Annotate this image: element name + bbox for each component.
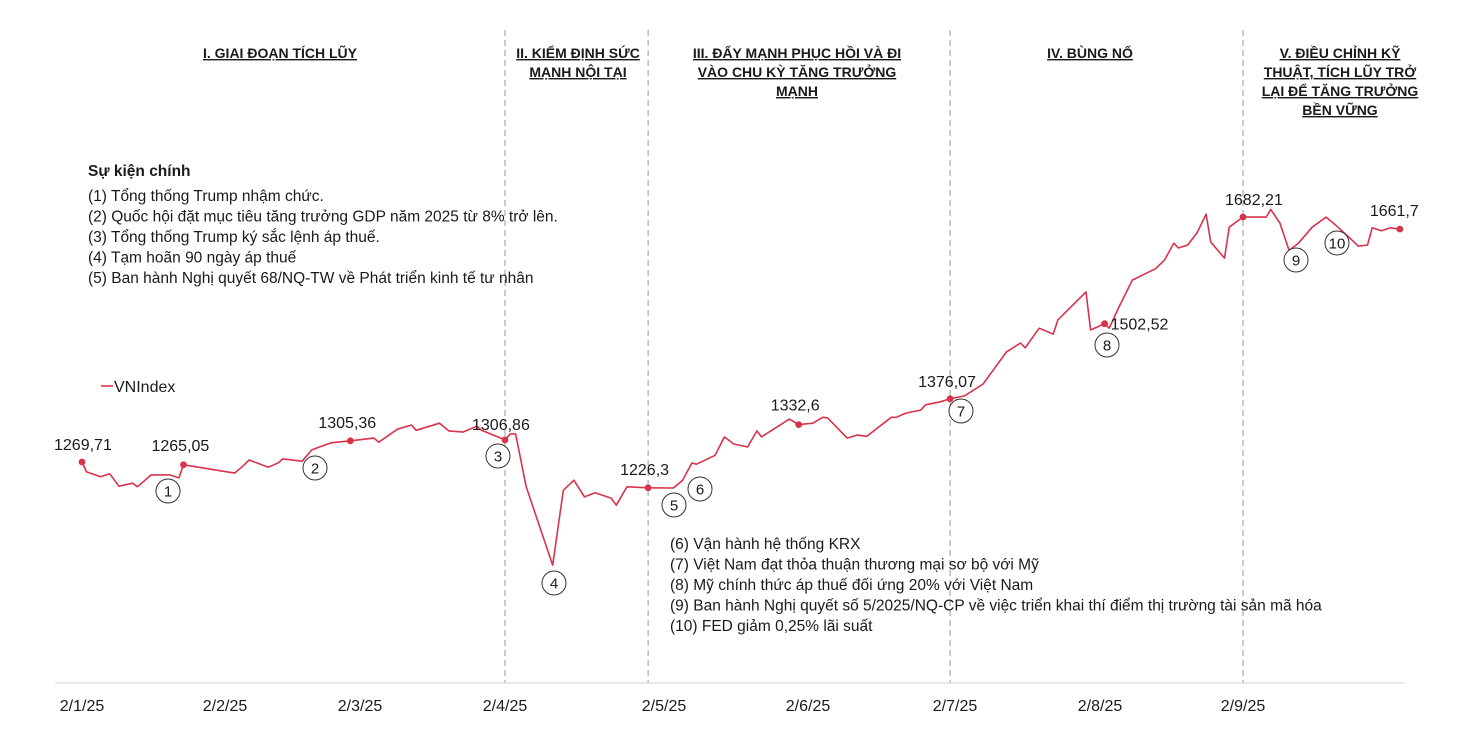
event-item-4: (4) Tạm hoãn 90 ngày áp thuế	[88, 250, 297, 267]
value-label: 1376,07	[918, 374, 976, 391]
value-dot	[1396, 225, 1404, 233]
series-line-vnindex	[81, 208, 1400, 566]
event-marker-number: 7	[957, 404, 965, 421]
value-dot	[180, 461, 187, 469]
event-marker-number: 4	[550, 576, 558, 593]
value-dot	[1101, 320, 1109, 328]
value-label: 1502,52	[1111, 317, 1169, 334]
phase-title-5: THUẬT, TÍCH LŨY TRỞ	[1264, 63, 1417, 80]
phase-title-5: LẠI ĐỂ TĂNG TRƯỞNG	[1262, 82, 1419, 99]
value-dot	[501, 436, 509, 444]
event-marker-circle	[1094, 332, 1120, 358]
value-dot	[78, 458, 86, 466]
event-marker-5: 5	[661, 492, 687, 518]
phase-title-2: II. KIỂM ĐỊNH SỨC	[516, 44, 640, 61]
events-list: Sự kiện chính (1) Tổng thống Trump nhậm c…	[88, 163, 1322, 635]
value-dot	[946, 395, 954, 403]
event-marker-circle	[541, 570, 567, 596]
event-marker-circle	[302, 455, 328, 481]
value-labels: 1269,71 1265,05 1305,36 1306,86 1226,3 1332,6…	[54, 192, 1419, 492]
event-marker-number: 3	[494, 449, 502, 466]
event-marker-number: 8	[1103, 338, 1111, 355]
value-label: 1332,6	[771, 398, 820, 415]
event-marker-number: 9	[1292, 253, 1300, 270]
event-marker-number: 10	[1329, 236, 1346, 253]
event-marker-circle	[687, 476, 713, 502]
phase-title-4: IV. BÙNG NỔ	[1047, 44, 1133, 61]
legend: VNIndex	[101, 379, 175, 396]
event-item-3: (3) Tổng thống Trump ký sắc lệnh áp thuế…	[88, 229, 380, 246]
event-marker-number: 2	[311, 461, 319, 478]
x-tick-label: 2/9/25	[1221, 698, 1266, 715]
value-label: 1661,7	[1370, 203, 1419, 220]
phase-title-3: VÀO CHU KỲ TĂNG TRƯỞNG	[698, 63, 897, 80]
event-marker-circle	[1283, 247, 1309, 273]
x-tick-label: 2/2/25	[203, 698, 248, 715]
event-marker-7: 7	[948, 398, 974, 424]
x-tick-label: 2/5/25	[642, 698, 687, 715]
event-marker-circle	[485, 443, 511, 469]
event-marker-number: 1	[164, 484, 172, 501]
event-marker-2: 2	[302, 455, 328, 481]
value-label: 1306,86	[472, 417, 530, 434]
legend-label: VNIndex	[114, 379, 175, 396]
phase-title-5: BỀN VỮNG	[1302, 101, 1378, 118]
event-item-6: (6) Vận hành hệ thống KRX	[670, 536, 861, 553]
value-label: 1269,71	[54, 437, 112, 454]
value-label: 1305,36	[318, 415, 376, 432]
x-tick-label: 2/6/25	[786, 698, 831, 715]
x-tick-label: 2/4/25	[483, 698, 528, 715]
value-label: 1226,3	[620, 462, 669, 479]
x-tick-label: 2/3/25	[338, 698, 383, 715]
event-marker-number: 5	[670, 498, 678, 515]
events-title: Sự kiện chính	[88, 163, 191, 180]
event-marker-6: 6	[687, 476, 713, 502]
event-item-1: (1) Tổng thống Trump nhậm chức.	[88, 188, 324, 205]
event-item-7: (7) Việt Nam đạt thỏa thuận thương mại s…	[670, 557, 1039, 574]
event-marker-1: 1	[155, 478, 181, 504]
x-tick-label: 2/8/25	[1078, 698, 1123, 715]
event-item-8: (8) Mỹ chính thức áp thuế đối ứng 20% vớ…	[670, 577, 1033, 594]
value-dot	[795, 421, 803, 429]
x-tick-label: 2/7/25	[933, 698, 978, 715]
event-marker-circle	[661, 492, 687, 518]
value-dot	[346, 437, 354, 445]
phase-title-3: III. ĐẨY MẠNH PHỤC HỒI VÀ ĐI	[693, 44, 901, 61]
phase-title-1: I. GIAI ĐOẠN TÍCH LŨY	[203, 44, 358, 61]
event-item-5: (5) Ban hành Nghị quyết 68/NQ-TW về Phát…	[88, 270, 533, 287]
event-marker-4: 4	[541, 570, 567, 596]
x-tick-label: 2/1/25	[60, 698, 105, 715]
phase-title-3: MẠNH	[776, 83, 818, 99]
phase-title-5: V. ĐIỀU CHỈNH KỸ	[1280, 44, 1402, 61]
event-item-2: (2) Quốc hội đặt mục tiêu tăng trưởng GD…	[88, 209, 558, 226]
event-marker-3: 3	[485, 443, 511, 469]
event-marker-number: 6	[696, 482, 704, 499]
value-dot	[644, 484, 652, 492]
event-item-9: (9) Ban hành Nghị quyết số 5/2025/NQ-CP …	[670, 598, 1322, 615]
value-label: 1682,21	[1225, 192, 1283, 209]
phase-titles: I. GIAI ĐOẠN TÍCH LŨY II. KIỂM ĐỊNH SỨC MẠ…	[203, 44, 1418, 118]
event-marker-9: 9	[1283, 247, 1309, 273]
value-label: 1265,05	[151, 438, 209, 455]
value-dot	[1239, 213, 1247, 221]
event-item-10: (10) FED giảm 0,25% lãi suất	[670, 618, 873, 635]
event-marker-10: 10	[1324, 230, 1350, 256]
event-marker-circle	[155, 478, 181, 504]
event-marker-circle	[948, 398, 974, 424]
phase-dividers	[504, 30, 1244, 683]
event-marker-8: 8	[1094, 332, 1120, 358]
x-axis-ticks: 2/1/25 2/2/25 2/3/25 2/4/25 2/5/25 2/6/25 2/7/…	[60, 698, 1266, 715]
phase-title-2: MẠNH NỘI TẠI	[529, 63, 626, 80]
event-markers: 1 2 3 4 5 6 7 8 9 10	[155, 230, 1350, 596]
event-marker-circle	[1324, 230, 1350, 256]
